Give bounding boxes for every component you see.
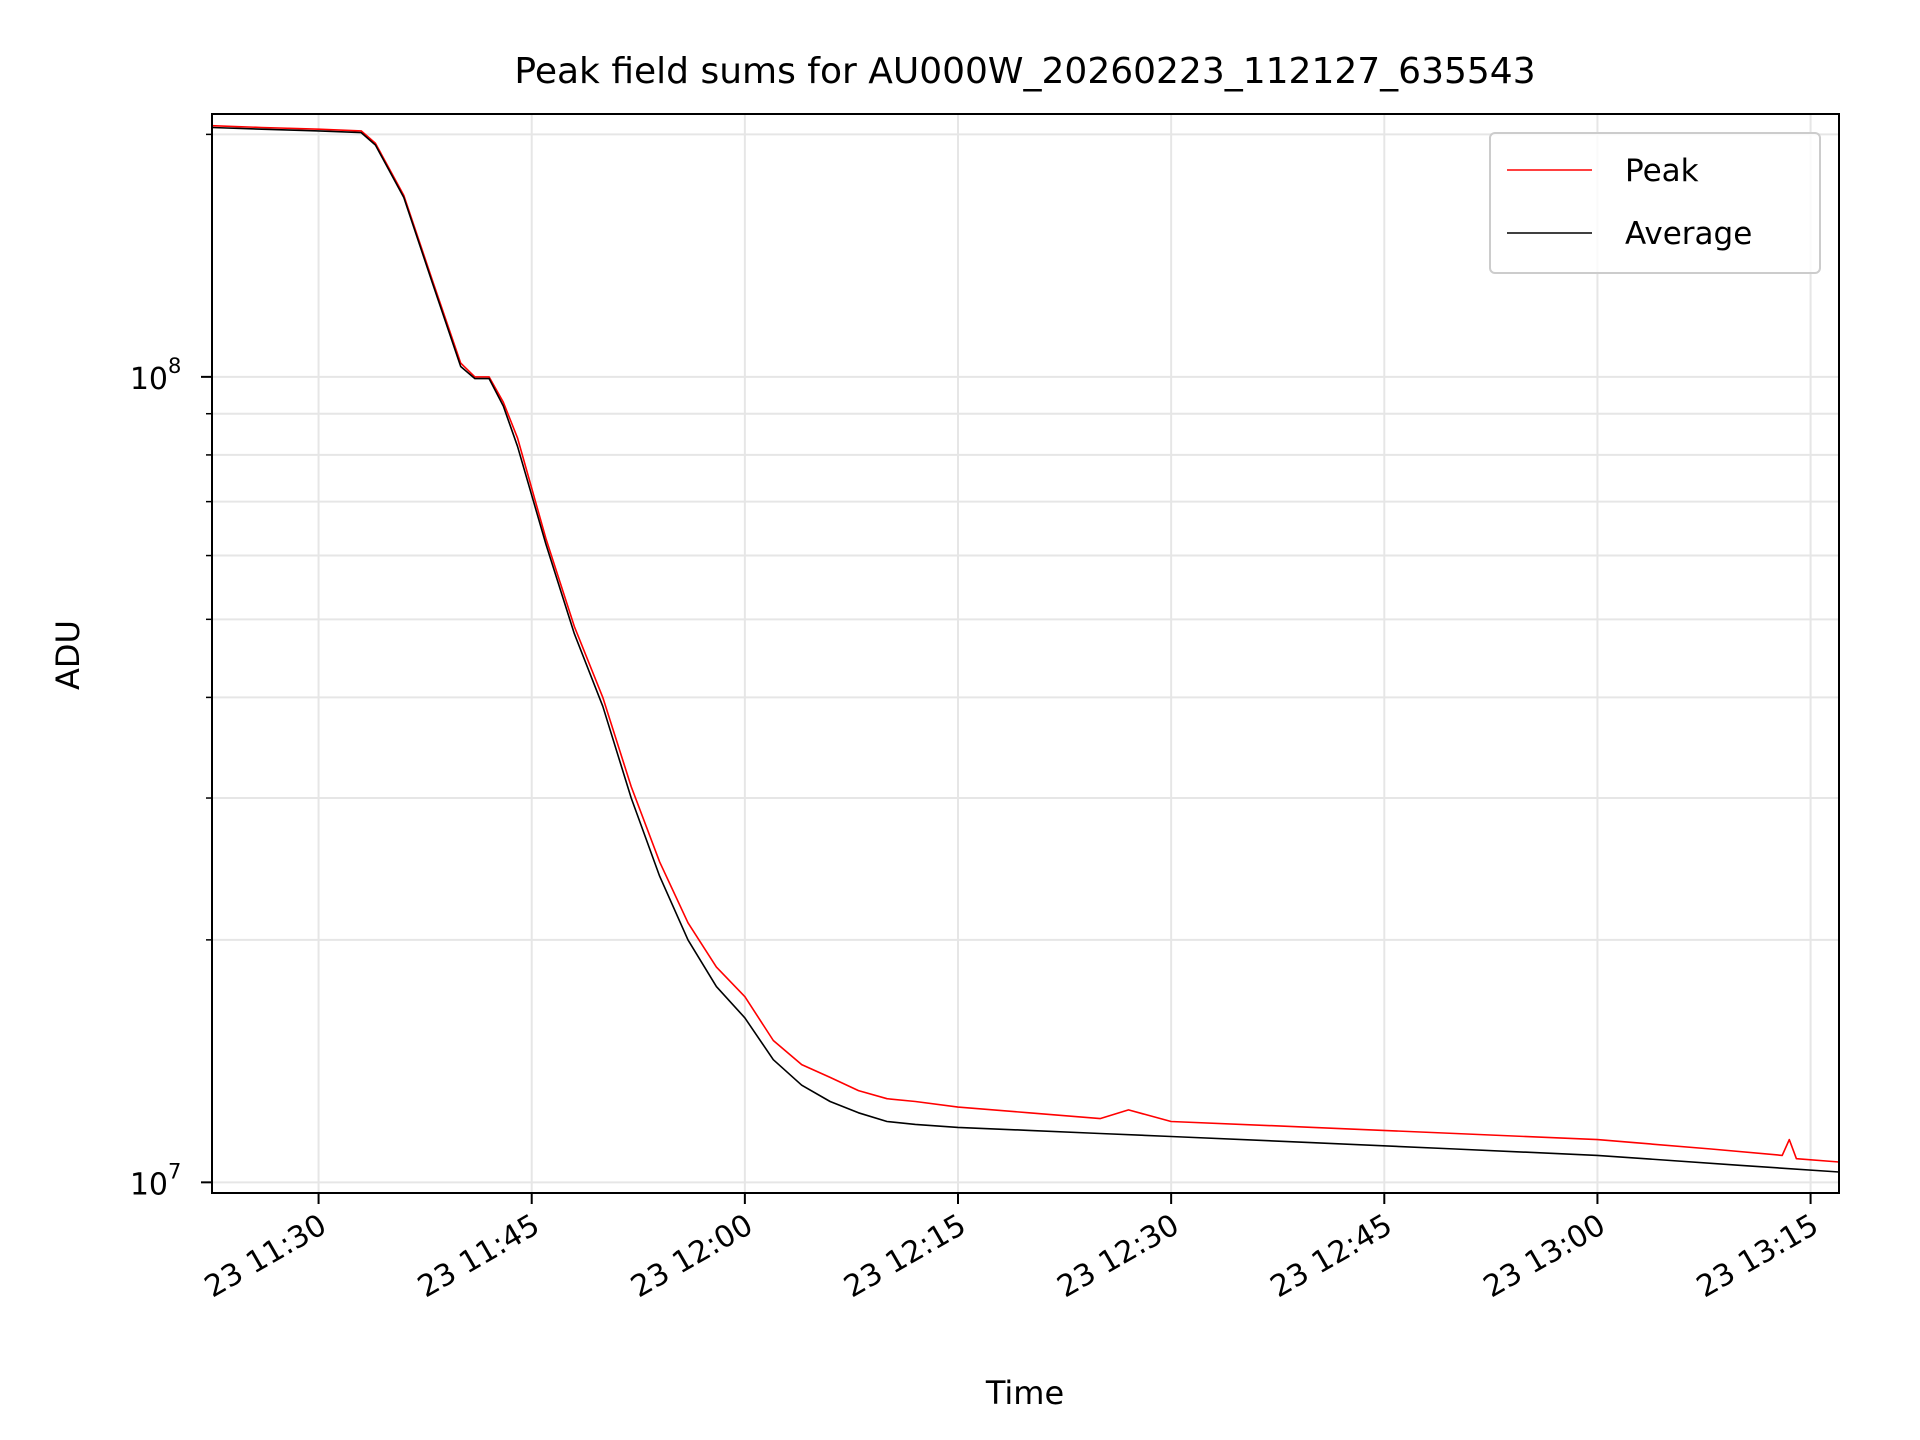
y-tick-label-exponent: 8 bbox=[168, 354, 181, 378]
series-line-average bbox=[211, 126, 1840, 1173]
series-line-peak bbox=[211, 124, 1840, 1163]
y-tick-label: 10 bbox=[130, 362, 168, 397]
grid-layer bbox=[212, 114, 1839, 1193]
y-axis-label: ADU bbox=[49, 620, 87, 690]
y-tick-label: 10 bbox=[130, 1167, 168, 1202]
legend-box bbox=[1489, 132, 1821, 274]
legend-label-average: Average bbox=[1625, 216, 1752, 252]
series-layer bbox=[211, 124, 1840, 1173]
plot-frame bbox=[211, 113, 1840, 1194]
x-axis-label: Time bbox=[985, 1374, 1064, 1412]
legend-label-peak: Peak bbox=[1625, 153, 1699, 189]
y-tick-label-exponent: 7 bbox=[168, 1159, 181, 1183]
chart-title: Peak field sums for AU000W_20260223_1121… bbox=[514, 51, 1535, 92]
legend: Peak Average bbox=[1489, 132, 1821, 274]
